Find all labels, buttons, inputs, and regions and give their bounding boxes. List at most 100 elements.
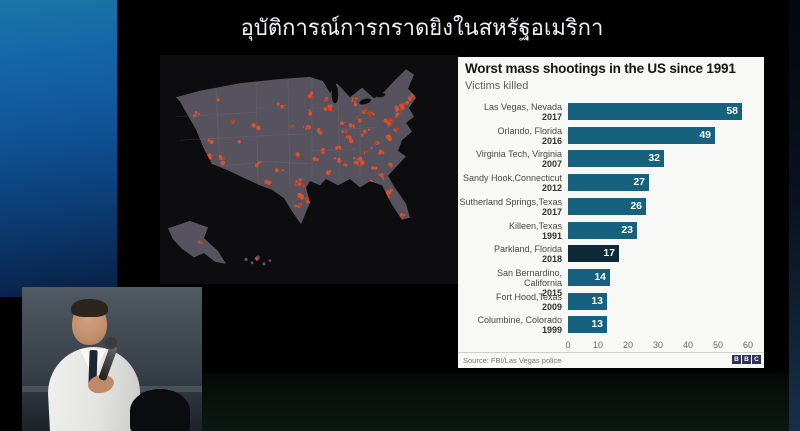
bbc-logo-letter: B <box>732 355 741 364</box>
incident-dot <box>336 158 342 164</box>
incident-dot <box>319 190 323 195</box>
axis-tick: 0 <box>565 340 571 350</box>
incident-dot <box>207 139 210 142</box>
incident-dot <box>347 135 352 139</box>
incident-dot <box>407 96 412 101</box>
chart-row: Fort Hood,Texas 2009 13 <box>458 291 764 314</box>
chart-row: San Bernardino, California 2015 14 <box>458 267 764 298</box>
incident-dot <box>357 118 362 123</box>
incident-dot <box>329 184 333 189</box>
incident-dot <box>363 151 366 153</box>
incident-dot <box>297 192 302 198</box>
incident-dot <box>345 135 349 139</box>
incident-dot <box>388 118 393 124</box>
bar-label: Sutherland Springs,Texas 2017 <box>458 197 562 217</box>
incident-dot <box>326 181 331 186</box>
incident-dot <box>341 130 345 134</box>
hawaii-islands <box>244 255 272 266</box>
bar-year-label: 1999 <box>541 325 562 336</box>
bar-label: Columbine, Colorado 1999 <box>458 315 562 335</box>
incident-dot <box>320 147 325 152</box>
incident-dot <box>207 161 212 166</box>
bar-value: 23 <box>621 223 633 236</box>
incident-dot <box>293 182 298 187</box>
incident-dot <box>307 93 312 99</box>
incident-dot <box>395 109 399 112</box>
incident-dot <box>281 169 284 172</box>
bar: 13 <box>568 292 607 310</box>
incident-dot <box>391 117 393 120</box>
incident-dot <box>380 172 384 178</box>
incident-dot <box>310 200 314 204</box>
bar-label: Killeen,Texas 1991 <box>458 221 562 241</box>
incident-dot <box>255 257 259 261</box>
bar-label: Parkland, Florida 2018 <box>458 244 562 264</box>
incident-dot <box>324 184 329 189</box>
incident-dot <box>388 122 391 126</box>
incident-dot <box>173 87 179 93</box>
incident-dot <box>276 102 280 106</box>
bar-place-label: San Bernardino, California <box>496 267 562 288</box>
incident-dot <box>384 198 387 200</box>
incident-dot <box>251 122 256 128</box>
incident-dot <box>356 97 359 100</box>
incident-dot <box>306 124 309 128</box>
incident-dot <box>304 127 308 130</box>
bar: 26 <box>568 197 646 215</box>
bar-place-label: Virginia Tech, Virginia <box>475 149 562 160</box>
bar-place-label: Orlando, Florida <box>497 125 562 136</box>
axis-tick: 60 <box>742 340 753 350</box>
incident-dot <box>388 162 391 166</box>
incident-dot <box>353 156 356 160</box>
us-map-panel <box>160 55 460 284</box>
bar-label: Orlando, Florida 2016 <box>458 126 562 146</box>
chart-row: Sutherland Springs,Texas 2017 26 <box>458 196 764 219</box>
axis-tick: 10 <box>592 340 603 350</box>
incident-dot <box>383 197 386 200</box>
incident-dot <box>335 146 339 150</box>
incident-dot <box>374 166 378 171</box>
us-density-map <box>168 69 416 266</box>
incident-dot <box>341 117 343 120</box>
incident-dot <box>176 102 181 107</box>
incident-dot <box>403 102 407 107</box>
incident-dot <box>324 185 329 190</box>
bar-value: 14 <box>594 270 606 283</box>
chart-row: Sandy Hook,Connecticut 2012 27 <box>458 172 764 195</box>
incident-dot <box>321 151 324 154</box>
bar-value: 26 <box>630 199 642 212</box>
incident-dot <box>378 149 383 154</box>
incident-dot <box>339 147 342 150</box>
bar-year-label: 1991 <box>541 230 562 241</box>
state-borders <box>175 77 377 188</box>
incident-dot <box>209 139 214 145</box>
incident-dot <box>358 156 363 161</box>
bar: 27 <box>568 174 649 192</box>
incident-dot <box>344 121 346 124</box>
incident-dot <box>362 129 367 135</box>
incident-dot <box>190 126 194 130</box>
alaska-shape <box>168 220 226 264</box>
bar-value: 58 <box>726 105 738 117</box>
incident-dot <box>356 157 359 161</box>
incident-dot <box>343 164 345 166</box>
incident-dot <box>303 178 305 181</box>
bar-value: 32 <box>648 152 660 165</box>
incident-dot <box>204 153 207 156</box>
presenter-video <box>22 287 202 431</box>
incident-dot <box>368 112 373 118</box>
incident-dot <box>184 127 188 131</box>
incident-dot <box>301 183 306 188</box>
incident-dot <box>327 104 331 108</box>
bar: 17 <box>568 245 619 263</box>
axis-tick: 30 <box>652 340 663 350</box>
slide-title: อุบัติการณ์การกราดยิงในสหรัฐอเมริกา <box>240 15 604 40</box>
presenter-hair <box>71 299 108 317</box>
incident-dot <box>312 156 317 161</box>
incident-dot <box>382 177 385 180</box>
bar: 49 <box>568 126 715 144</box>
bar-value: 13 <box>591 294 603 307</box>
chart-row: Columbine, Colorado 1999 13 <box>458 314 764 337</box>
incident-dot <box>357 164 360 167</box>
